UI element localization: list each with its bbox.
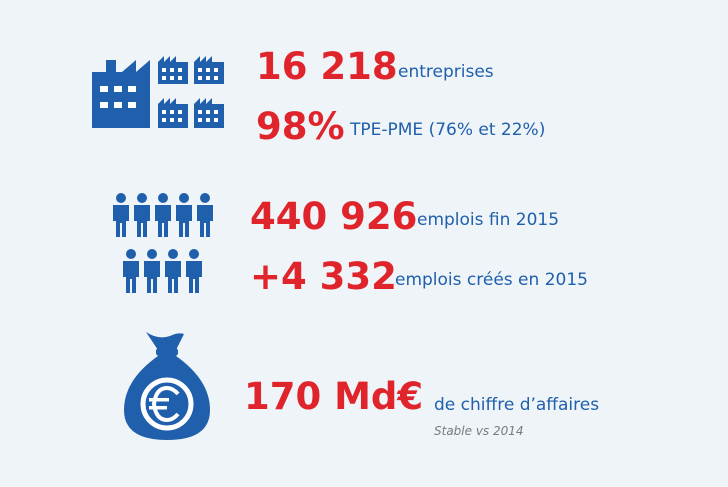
revenue-note: Stable vs 2014 <box>434 424 524 438</box>
factory-icon <box>92 50 232 130</box>
jobs-created-label: emplois créés en 2015 <box>395 270 588 290</box>
jobs-created-count: +4 332 <box>250 255 397 298</box>
sme-label: TPE-PME (76% et 22%) <box>350 120 546 140</box>
revenue-label: de chiffre d’affaires <box>434 395 600 415</box>
jobs-count: 440 926 <box>250 195 418 238</box>
companies-label: entreprises <box>398 62 494 82</box>
companies-count: 16 218 <box>256 45 398 88</box>
euro-money-bag-icon <box>118 328 218 448</box>
jobs-label: emplois fin 2015 <box>417 210 560 230</box>
sme-share: 98% <box>256 105 345 148</box>
revenue-value: 170 Md€ <box>244 375 424 418</box>
people-icon <box>108 193 218 297</box>
